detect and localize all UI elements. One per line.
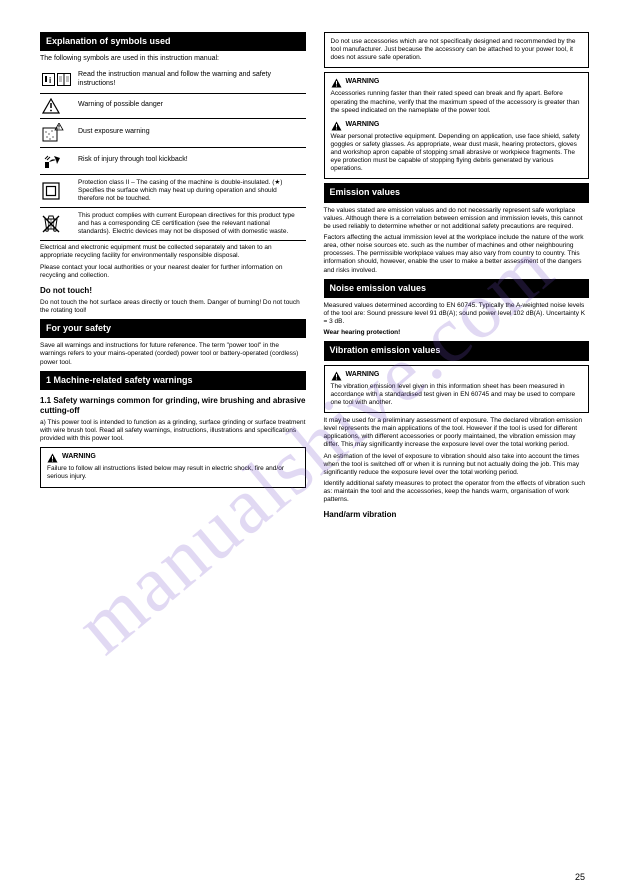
symbol-text: Read the instruction manual and follow t…: [76, 67, 306, 93]
warning-triangle-icon: [331, 371, 342, 381]
do-not-touch-title: Do not touch!: [40, 286, 306, 296]
symbol-row-kickback: Risk of injury through tool kickback!: [40, 147, 306, 174]
warning-triangle-icon: [331, 78, 342, 88]
page-content: Explanation of symbols used The followin…: [0, 0, 629, 543]
emission-text-2: Factors affecting the actual immission l…: [324, 234, 590, 275]
noise-text: Measured values determined according to …: [324, 302, 590, 326]
hand-arm-title: Hand/arm vibration: [324, 510, 590, 520]
warning-box-left: WARNING Failure to follow all instructio…: [40, 447, 306, 487]
symbol-text: Protection class II – The casing of the …: [76, 174, 306, 207]
manual-icon: i: [40, 67, 76, 93]
warn-title: WARNING: [346, 121, 380, 130]
sec-1-1-title: 1.1 Safety warnings common for grinding,…: [40, 396, 306, 416]
heading-safety: For your safety: [40, 319, 306, 338]
symbol-text: Warning of possible danger: [76, 93, 306, 118]
warning-box-vibration: WARNING The vibration emission level giv…: [324, 365, 590, 413]
class2-icon: [40, 174, 76, 207]
heading-machine-safety: 1 Machine-related safety warnings: [40, 371, 306, 390]
safety-text: Save all warnings and instructions for f…: [40, 342, 306, 366]
note-box-accessories: Do not use accessories which are not spe…: [324, 32, 590, 68]
noise-wear: Wear hearing protection!: [324, 329, 590, 337]
symbols-intro: The following symbols are used in this i…: [40, 55, 306, 64]
do-not-touch-text: Do not touch the hot surface areas direc…: [40, 299, 306, 315]
right-column: Do not use accessories which are not spe…: [324, 28, 590, 523]
heading-noise: Noise emission values: [324, 279, 590, 298]
warning-box-right-1: WARNING Accessories running faster than …: [324, 72, 590, 179]
warning-icon: [40, 93, 76, 118]
sec-1-1-text: a) This power tool is intended to functi…: [40, 419, 306, 443]
heading-emission: Emission values: [324, 183, 590, 202]
warn-text: Accessories running faster than their ra…: [331, 90, 583, 114]
kickback-icon: [40, 147, 76, 174]
symbol-row-weee: This product complies with current Europ…: [40, 207, 306, 240]
heading-vibration: Vibration emission values: [324, 341, 590, 360]
recycling-text-2: Please contact your local authorities or…: [40, 264, 306, 280]
heading-symbols: Explanation of symbols used: [40, 32, 306, 51]
dust-icon: [40, 118, 76, 147]
symbol-row-class2: Protection class II – The casing of the …: [40, 174, 306, 207]
warn-text: Failure to follow all instructions liste…: [47, 465, 299, 481]
warning-triangle-icon: [47, 453, 58, 463]
warn-text: Wear personal protective equipment. Depe…: [331, 133, 583, 174]
symbol-text: Dust exposure warning: [76, 118, 306, 147]
emission-text-1: The values stated are emission values an…: [324, 207, 590, 231]
svg-text:i: i: [49, 76, 51, 85]
vib-text-2: An estimation of the level of exposure t…: [324, 453, 590, 477]
warn-title: WARNING: [346, 78, 380, 87]
warn-title: WARNING: [62, 453, 96, 462]
left-column: Explanation of symbols used The followin…: [40, 28, 306, 523]
warn-title: WARNING: [346, 371, 380, 380]
vib-text-3: Identify additional safety measures to p…: [324, 480, 590, 504]
symbol-row-dust: Dust exposure warning: [40, 118, 306, 147]
warning-triangle-icon: [331, 121, 342, 131]
symbol-text: Risk of injury through tool kickback!: [76, 147, 306, 174]
vib-text-1: It may be used for a preliminary assessm…: [324, 417, 590, 450]
weee-icon: [40, 207, 76, 240]
page-number: 25: [575, 872, 585, 883]
recycling-text-1: Electrical and electronic equipment must…: [40, 244, 306, 260]
symbols-table: i Read the instruction manual and follow…: [40, 67, 306, 241]
symbol-row-warning: Warning of possible danger: [40, 93, 306, 118]
symbol-row-manual: i Read the instruction manual and follow…: [40, 67, 306, 93]
symbol-text: This product complies with current Europ…: [76, 207, 306, 240]
warn-text: The vibration emission level given in th…: [331, 383, 583, 407]
